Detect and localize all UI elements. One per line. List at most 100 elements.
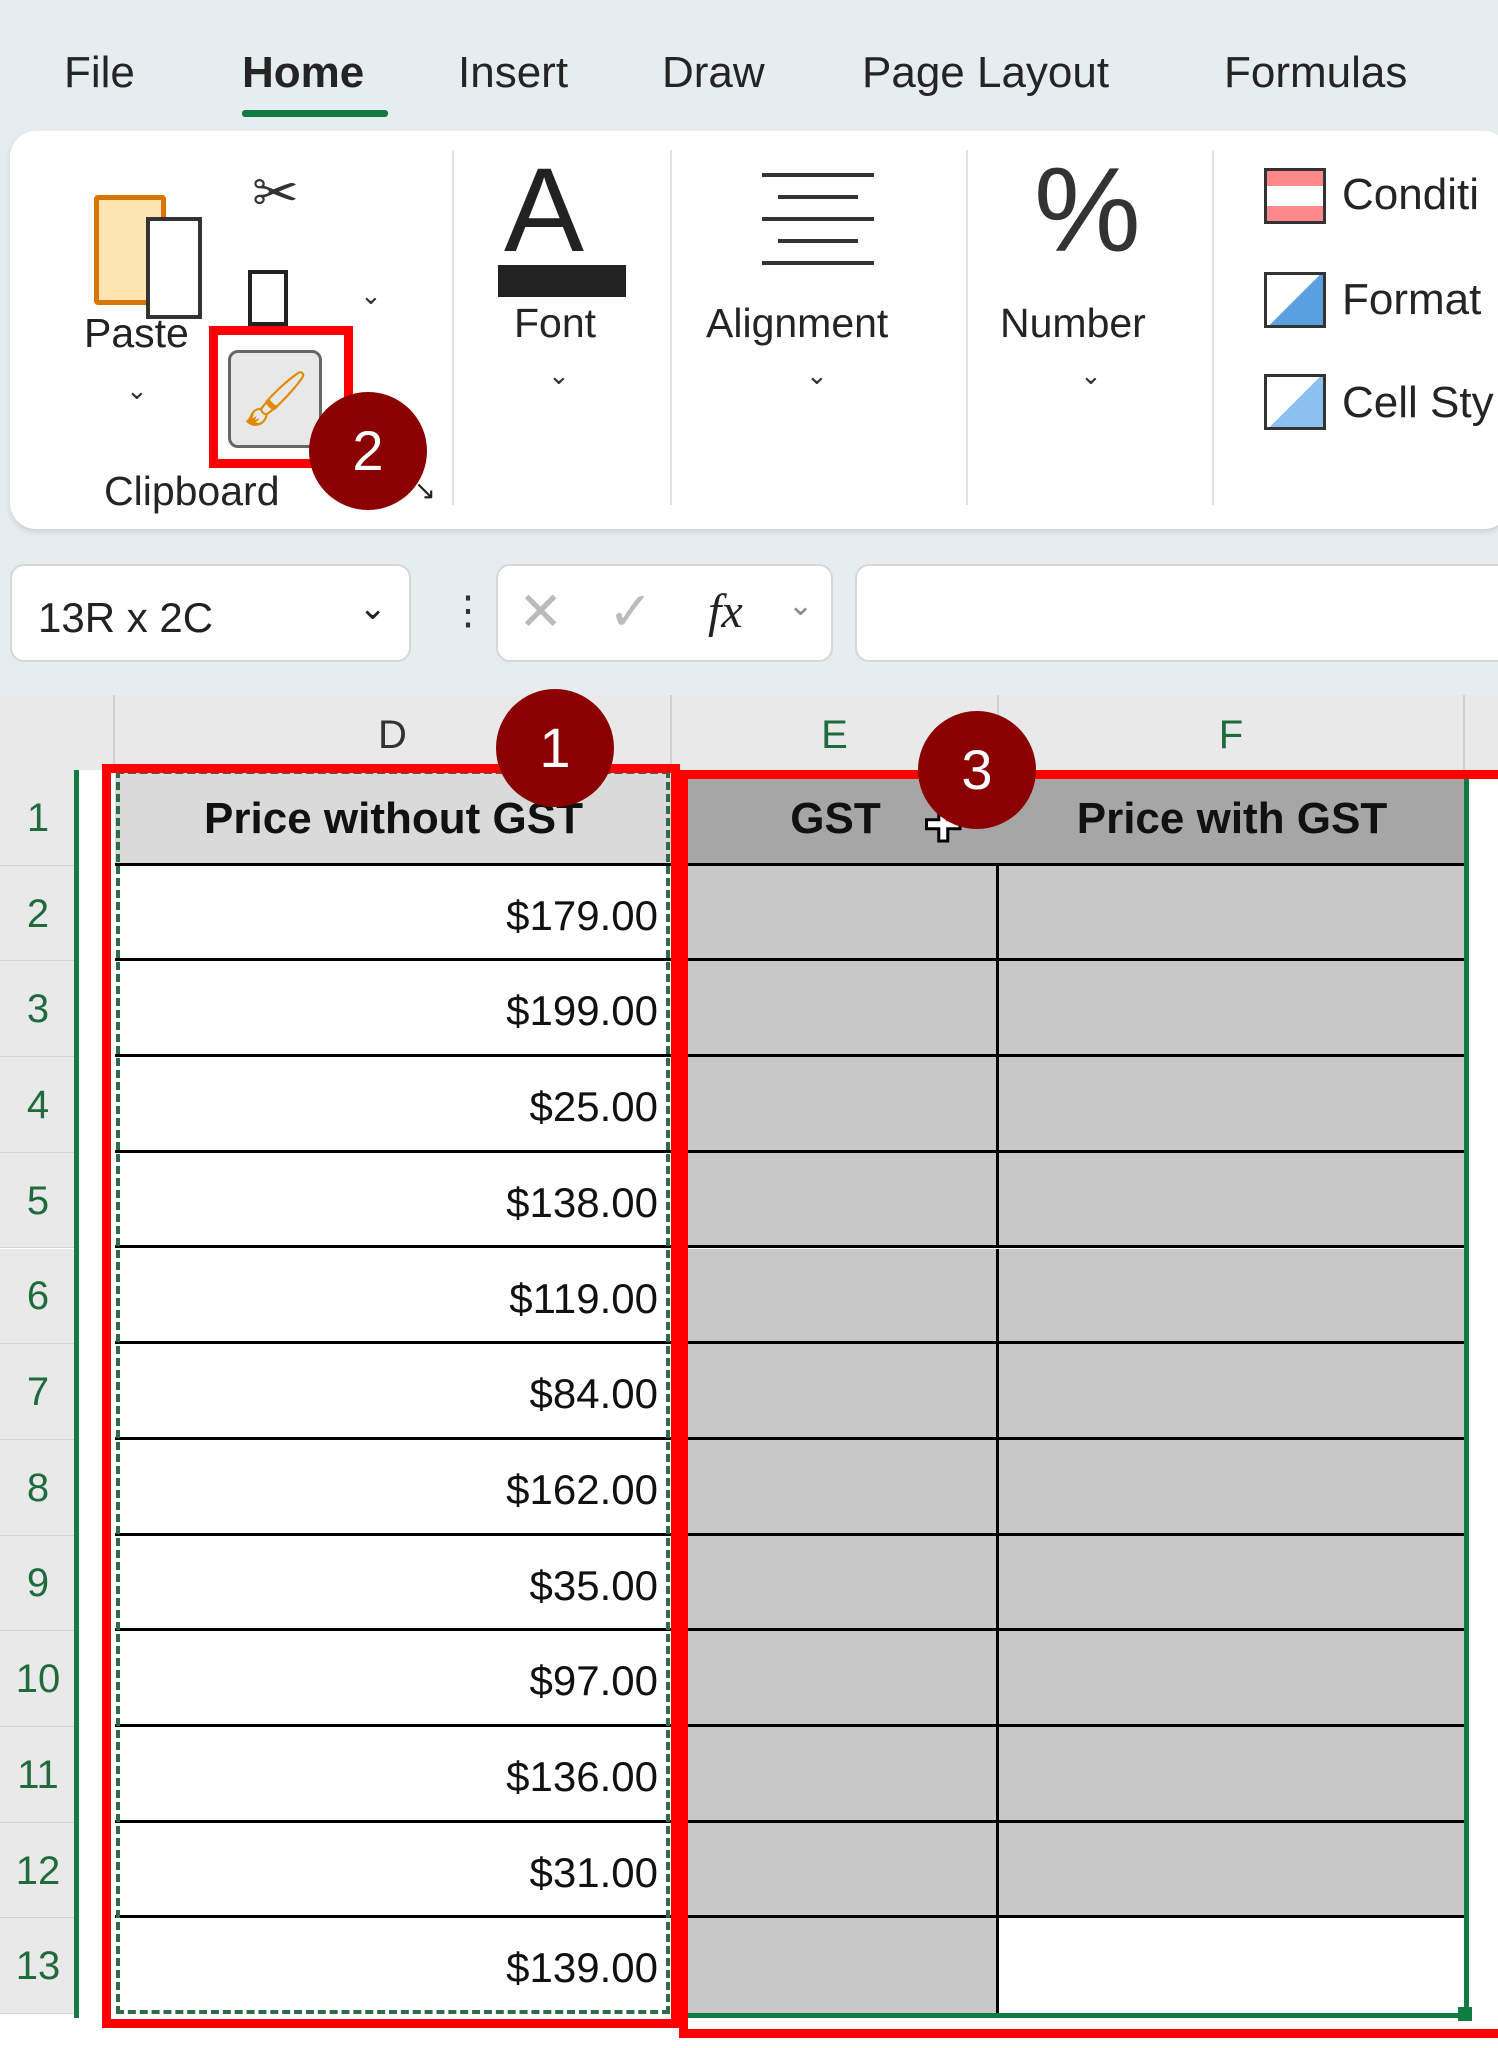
- active-tab-indicator: [242, 110, 388, 117]
- price-with-gst-cell[interactable]: [999, 865, 1465, 962]
- clipboard-group-label: Clipboard: [104, 468, 280, 514]
- tab-page-layout[interactable]: Page Layout: [862, 48, 1110, 97]
- align-center-icon: [762, 173, 874, 265]
- cell-styles-button[interactable]: Cell Sty: [1342, 378, 1494, 427]
- paste-button[interactable]: Paste ⌄: [80, 165, 210, 425]
- step-badge-3: 3: [918, 711, 1036, 829]
- gst-cell[interactable]: [672, 1248, 999, 1345]
- alignment-group-button[interactable]: Alignment ⌄: [700, 165, 940, 415]
- tab-file[interactable]: File: [64, 48, 135, 97]
- select-all-button[interactable]: [0, 695, 115, 770]
- name-box[interactable]: 13R x 2C ⌄: [10, 564, 411, 662]
- row-header[interactable]: 6: [0, 1248, 76, 1345]
- enter-icon[interactable]: ✓: [608, 582, 654, 642]
- price-cell[interactable]: $139.00: [506, 1944, 658, 1992]
- gst-cell[interactable]: [672, 961, 999, 1058]
- gst-cell[interactable]: [672, 1152, 999, 1249]
- gst-cell[interactable]: [672, 1057, 999, 1153]
- row-header[interactable]: 7: [0, 1344, 76, 1440]
- price-with-gst-cell[interactable]: [999, 1152, 1465, 1249]
- price-with-gst-cell[interactable]: [999, 1248, 1465, 1345]
- step-badge-1: 1: [496, 689, 614, 807]
- chevron-down-icon: ⌄: [1080, 360, 1102, 390]
- gst-cell[interactable]: [672, 1822, 999, 1919]
- price-cell[interactable]: $138.00: [115, 1153, 672, 1249]
- row-header[interactable]: 5: [0, 1152, 76, 1249]
- price-cell[interactable]: $35.00: [115, 1536, 672, 1632]
- row-header[interactable]: 2: [0, 865, 76, 962]
- price-with-gst-cell[interactable]: [999, 1535, 1465, 1632]
- cancel-icon[interactable]: ✕: [518, 582, 564, 642]
- cut-icon[interactable]: ✂: [252, 161, 299, 224]
- row-header[interactable]: 8: [0, 1439, 76, 1536]
- tab-home[interactable]: Home: [242, 48, 365, 97]
- column-header-g[interactable]: [1465, 695, 1498, 770]
- price-with-gst-cell[interactable]: [999, 1631, 1465, 1727]
- paste-label: Paste: [84, 310, 189, 356]
- step-badge-2: 2: [309, 392, 427, 510]
- tab-formulas[interactable]: Formulas: [1224, 48, 1408, 97]
- font-a-icon: A: [504, 143, 585, 277]
- price-cell[interactable]: $136.00: [115, 1727, 672, 1823]
- price-with-gst-cell[interactable]: [999, 1918, 1465, 2015]
- more-options-icon[interactable]: ⋮: [448, 589, 488, 633]
- price-cell[interactable]: $25.00: [115, 1057, 672, 1153]
- tab-draw[interactable]: Draw: [662, 48, 765, 97]
- row-header[interactable]: 12: [0, 1822, 76, 1919]
- name-box-value: 13R x 2C: [38, 594, 214, 641]
- row-header-selection-line: [74, 770, 79, 2018]
- gst-cell[interactable]: [672, 865, 999, 962]
- chevron-down-icon[interactable]: ⌄: [358, 589, 388, 627]
- tab-insert[interactable]: Insert: [458, 48, 569, 97]
- highlight-target-range: [679, 770, 1498, 2038]
- chevron-down-icon[interactable]: ⌄: [788, 589, 814, 622]
- gst-cell[interactable]: [672, 1727, 999, 1823]
- gst-cell[interactable]: [672, 1344, 999, 1440]
- price-with-gst-cell[interactable]: [999, 1439, 1465, 1536]
- price-cell[interactable]: $162.00: [115, 1440, 672, 1536]
- header-cell-price-with-gst[interactable]: Price with GST: [999, 770, 1465, 866]
- chevron-down-icon: ⌄: [548, 360, 570, 390]
- price-with-gst-cell[interactable]: [999, 1727, 1465, 1823]
- conditional-formatting-icon: [1264, 168, 1326, 224]
- alignment-label: Alignment: [706, 300, 889, 346]
- gst-cell[interactable]: [672, 1535, 999, 1632]
- row-header[interactable]: 11: [0, 1727, 76, 1823]
- font-group-button[interactable]: A Font ⌄: [490, 150, 630, 410]
- insert-function-button[interactable]: fx: [708, 585, 743, 638]
- conditional-formatting-button[interactable]: Conditi: [1342, 170, 1479, 219]
- gst-cell[interactable]: [672, 1631, 999, 1727]
- price-cell[interactable]: $119.00: [115, 1249, 672, 1345]
- row-header[interactable]: 4: [0, 1057, 76, 1153]
- font-color-bar: [498, 265, 626, 297]
- gst-cell[interactable]: [672, 1439, 999, 1536]
- column-header-f[interactable]: F: [999, 695, 1465, 770]
- price-with-gst-cell[interactable]: [999, 1822, 1465, 1919]
- copy-icon[interactable]: [248, 270, 288, 326]
- formula-input[interactable]: [855, 564, 1498, 662]
- highlight-source-range: [102, 764, 680, 2028]
- copy-dropdown-icon[interactable]: ⌄: [360, 280, 382, 310]
- price-cell[interactable]: $84.00: [115, 1344, 672, 1440]
- fill-handle[interactable]: [1458, 2007, 1472, 2021]
- price-cell[interactable]: $97.00: [115, 1631, 672, 1727]
- price-with-gst-cell[interactable]: [999, 1344, 1465, 1440]
- price-cell[interactable]: $179.00: [115, 866, 672, 962]
- percent-icon: %: [1034, 143, 1141, 277]
- dialog-launcher-icon[interactable]: ↘: [414, 475, 436, 505]
- format-painter-button[interactable]: 🖌: [228, 350, 322, 448]
- row-header[interactable]: 3: [0, 961, 76, 1058]
- cell-styles-icon: [1264, 374, 1326, 430]
- price-cell[interactable]: $31.00: [115, 1823, 672, 1919]
- price-with-gst-cell[interactable]: [999, 961, 1465, 1058]
- row-header[interactable]: 13: [0, 1918, 76, 2015]
- price-cell[interactable]: $199.00: [115, 961, 672, 1058]
- price-with-gst-cell[interactable]: [999, 1057, 1465, 1153]
- gst-cell[interactable]: [672, 1918, 999, 2015]
- row-header[interactable]: 1: [0, 770, 76, 866]
- row-header[interactable]: 9: [0, 1535, 76, 1632]
- row-header[interactable]: 10: [0, 1631, 76, 1727]
- number-label: Number: [1000, 300, 1146, 346]
- number-group-button[interactable]: % Number ⌄: [996, 150, 1186, 410]
- format-as-table-button[interactable]: Format: [1342, 275, 1482, 324]
